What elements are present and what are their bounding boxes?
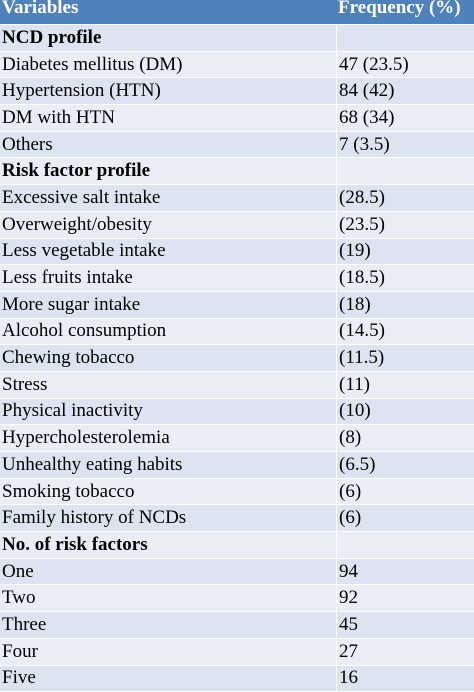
frequency-cell: 84 (42) <box>336 78 474 104</box>
header-variables: Variables <box>0 0 336 19</box>
table-row: Diabetes mellitus (DM)47 (23.5) <box>0 52 474 79</box>
frequency-cell: 16 <box>336 666 474 692</box>
section-row: Risk factor profile <box>0 158 474 185</box>
frequency-cell: (6) <box>336 479 474 505</box>
table-row: Excessive salt intake(28.5) <box>0 185 474 212</box>
frequency-cell: (23.5) <box>336 212 474 238</box>
frequency-cell: (19) <box>336 239 474 265</box>
variable-cell: Less vegetable intake <box>0 240 336 262</box>
frequency-cell: (11.5) <box>336 345 474 371</box>
frequency-cell: (14.5) <box>336 319 474 345</box>
table-row: Hypertension (HTN)84 (42) <box>0 78 474 105</box>
table-row: Chewing tobacco(11.5) <box>0 345 474 372</box>
variable-cell: Hypercholesterolemia <box>0 427 336 449</box>
variable-cell: Overweight/obesity <box>0 214 336 236</box>
table-row: Hypercholesterolemia(8) <box>0 425 474 452</box>
frequency-cell: (8) <box>336 425 474 451</box>
table-row: Family history of NCDs(6) <box>0 505 474 532</box>
variable-cell: Alcohol consumption <box>0 320 336 342</box>
frequency-cell <box>336 532 474 558</box>
variable-cell: Smoking tobacco <box>0 481 336 503</box>
section-title: No. of risk factors <box>0 534 336 556</box>
table-row: Alcohol consumption(14.5) <box>0 319 474 346</box>
variable-cell: Two <box>0 587 336 609</box>
variable-cell: Chewing tobacco <box>0 347 336 369</box>
table-row: Less fruits intake(18.5) <box>0 265 474 292</box>
frequency-cell: (11) <box>336 372 474 398</box>
frequency-cell: 94 <box>336 559 474 585</box>
variable-cell: Three <box>0 614 336 636</box>
variable-cell: Family history of NCDs <box>0 507 336 529</box>
frequency-cell: 47 (23.5) <box>336 52 474 78</box>
variable-cell: Unhealthy eating habits <box>0 454 336 476</box>
table-row: Less vegetable intake(19) <box>0 239 474 266</box>
table-row: Overweight/obesity(23.5) <box>0 212 474 239</box>
frequency-cell <box>336 25 474 51</box>
frequency-cell <box>336 158 474 184</box>
table-header: Variables Frequency (%) <box>0 0 474 25</box>
variable-cell: Five <box>0 667 336 689</box>
frequency-cell: (10) <box>336 399 474 425</box>
frequency-cell: (18) <box>336 292 474 318</box>
variable-cell: Diabetes mellitus (DM) <box>0 54 336 76</box>
variable-cell: One <box>0 561 336 583</box>
frequency-cell: (18.5) <box>336 265 474 291</box>
variable-cell: Hypertension (HTN) <box>0 80 336 102</box>
frequency-cell: (28.5) <box>336 185 474 211</box>
table-row: Physical inactivity(10) <box>0 399 474 426</box>
variable-cell: DM with HTN <box>0 107 336 129</box>
frequency-cell: (6) <box>336 505 474 531</box>
section-title: Risk factor profile <box>0 160 336 182</box>
frequency-cell: 27 <box>336 639 474 665</box>
table-row: Unhealthy eating habits(6.5) <box>0 452 474 479</box>
frequency-cell: (6.5) <box>336 452 474 478</box>
variable-cell: Others <box>0 134 336 156</box>
variable-cell: Less fruits intake <box>0 267 336 289</box>
frequency-cell: 92 <box>336 585 474 611</box>
variable-cell: More sugar intake <box>0 294 336 316</box>
table-body: NCD profile Diabetes mellitus (DM)47 (23.… <box>0 25 474 692</box>
section-row: NCD profile <box>0 25 474 52</box>
variable-cell: Physical inactivity <box>0 400 336 422</box>
variable-cell: Stress <box>0 374 336 396</box>
table-row: Stress(11) <box>0 372 474 399</box>
header-frequency: Frequency (%) <box>336 0 474 19</box>
frequency-cell: 45 <box>336 612 474 638</box>
section-row: No. of risk factors <box>0 532 474 559</box>
section-title: NCD profile <box>0 27 336 49</box>
table-row: More sugar intake(18) <box>0 292 474 319</box>
variable-cell: Four <box>0 641 336 663</box>
frequency-cell: 68 (34) <box>336 105 474 131</box>
table-row: Smoking tobacco(6) <box>0 479 474 506</box>
variable-cell: Excessive salt intake <box>0 187 336 209</box>
frequency-cell: 7 (3.5) <box>336 132 474 158</box>
